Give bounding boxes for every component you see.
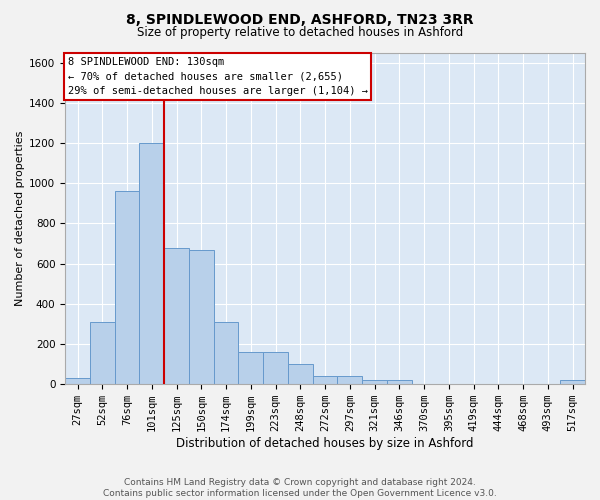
- Bar: [313, 376, 337, 384]
- Text: 8 SPINDLEWOOD END: 130sqm
← 70% of detached houses are smaller (2,655)
29% of se: 8 SPINDLEWOOD END: 130sqm ← 70% of detac…: [68, 56, 368, 96]
- Bar: [337, 376, 362, 384]
- Bar: [115, 191, 139, 384]
- X-axis label: Distribution of detached houses by size in Ashford: Distribution of detached houses by size …: [176, 437, 474, 450]
- Text: 8, SPINDLEWOOD END, ASHFORD, TN23 3RR: 8, SPINDLEWOOD END, ASHFORD, TN23 3RR: [126, 12, 474, 26]
- Bar: [387, 380, 412, 384]
- Bar: [65, 378, 90, 384]
- Bar: [560, 380, 585, 384]
- Y-axis label: Number of detached properties: Number of detached properties: [15, 130, 25, 306]
- Bar: [238, 352, 263, 384]
- Bar: [189, 250, 214, 384]
- Text: Size of property relative to detached houses in Ashford: Size of property relative to detached ho…: [137, 26, 463, 39]
- Bar: [362, 380, 387, 384]
- Bar: [288, 364, 313, 384]
- Bar: [263, 352, 288, 384]
- Bar: [90, 322, 115, 384]
- Text: Contains HM Land Registry data © Crown copyright and database right 2024.
Contai: Contains HM Land Registry data © Crown c…: [103, 478, 497, 498]
- Bar: [139, 143, 164, 384]
- Bar: [214, 322, 238, 384]
- Bar: [164, 248, 189, 384]
